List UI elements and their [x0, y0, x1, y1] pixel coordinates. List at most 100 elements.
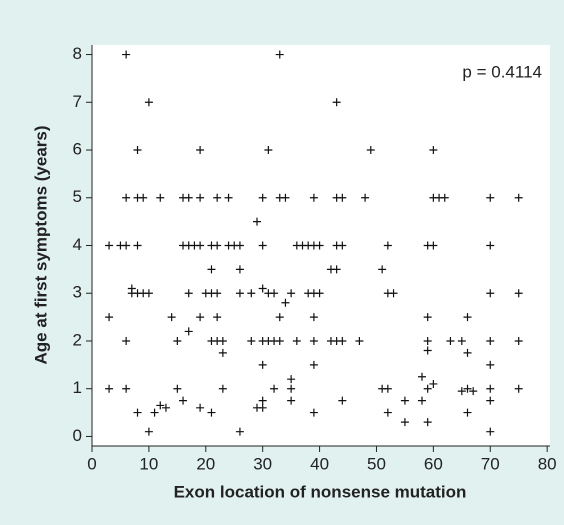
point	[309, 313, 318, 322]
point	[196, 241, 205, 250]
point	[133, 241, 142, 250]
point	[258, 241, 267, 250]
point	[105, 241, 114, 250]
point	[514, 384, 523, 393]
point	[423, 346, 432, 355]
point	[213, 241, 222, 250]
point	[355, 336, 364, 345]
x-tick-label: 60	[424, 454, 443, 473]
point	[144, 427, 153, 436]
point	[247, 289, 256, 298]
point	[315, 289, 324, 298]
point	[486, 360, 495, 369]
point	[196, 403, 205, 412]
point	[275, 313, 284, 322]
point	[514, 289, 523, 298]
point	[235, 241, 244, 250]
point	[270, 384, 279, 393]
point	[179, 396, 188, 405]
x-tick-label: 20	[196, 454, 215, 473]
point	[258, 284, 267, 293]
point	[309, 360, 318, 369]
point	[235, 265, 244, 274]
point	[218, 384, 227, 393]
point	[338, 241, 347, 250]
y-tick-label: 7	[73, 92, 82, 111]
point	[173, 336, 182, 345]
point	[218, 348, 227, 357]
point	[156, 401, 165, 410]
point	[122, 241, 131, 250]
point	[383, 408, 392, 417]
annotation: p = 0.4114	[462, 62, 542, 81]
x-tick-label: 0	[87, 454, 96, 473]
point	[258, 396, 267, 405]
point	[429, 146, 438, 155]
point	[457, 336, 466, 345]
point	[463, 348, 472, 357]
point	[105, 313, 114, 322]
point	[264, 146, 273, 155]
point	[258, 403, 267, 412]
point	[287, 384, 296, 393]
point	[383, 241, 392, 250]
point	[213, 193, 222, 202]
point	[122, 193, 131, 202]
x-tick-label: 40	[310, 454, 329, 473]
point	[156, 193, 165, 202]
y-tick-label: 6	[73, 140, 82, 159]
point	[429, 241, 438, 250]
x-tick-label: 50	[367, 454, 386, 473]
point	[167, 313, 176, 322]
point	[486, 336, 495, 345]
point	[429, 379, 438, 388]
point	[417, 396, 426, 405]
point	[446, 336, 455, 345]
point	[423, 313, 432, 322]
point	[486, 384, 495, 393]
point	[400, 418, 409, 427]
point	[423, 336, 432, 345]
point	[224, 193, 233, 202]
point	[332, 98, 341, 107]
point	[275, 50, 284, 59]
x-axis-title: Exon location of nonsense mutation	[174, 482, 467, 501]
point	[247, 336, 256, 345]
y-tick-label: 8	[73, 44, 82, 63]
y-tick-label: 5	[73, 187, 82, 206]
point	[184, 289, 193, 298]
point	[235, 289, 244, 298]
point	[309, 336, 318, 345]
point	[463, 384, 472, 393]
point	[213, 313, 222, 322]
point	[287, 375, 296, 384]
point	[457, 387, 466, 396]
point	[275, 336, 284, 345]
point	[338, 193, 347, 202]
point	[486, 241, 495, 250]
point	[258, 360, 267, 369]
point	[173, 384, 182, 393]
point	[281, 193, 290, 202]
point	[196, 146, 205, 155]
point	[366, 146, 375, 155]
point	[196, 313, 205, 322]
point	[378, 265, 387, 274]
point	[213, 289, 222, 298]
point	[338, 396, 347, 405]
point	[315, 241, 324, 250]
point	[122, 384, 131, 393]
point	[309, 193, 318, 202]
point	[400, 396, 409, 405]
point	[389, 289, 398, 298]
point	[133, 408, 142, 417]
point	[122, 50, 131, 59]
point	[281, 298, 290, 307]
point	[463, 313, 472, 322]
point	[207, 408, 216, 417]
y-tick-label: 3	[73, 283, 82, 302]
y-tick-label: 0	[73, 426, 82, 445]
point	[287, 289, 296, 298]
point	[184, 327, 193, 336]
